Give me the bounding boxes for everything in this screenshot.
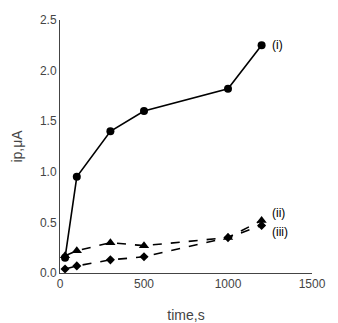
svg-text:1.5: 1.5 (40, 114, 57, 128)
svg-text:0.5: 0.5 (40, 216, 57, 230)
svg-text:(i): (i) (272, 38, 283, 52)
svg-text:(ii): (ii) (272, 206, 285, 220)
svg-text:time,s: time,s (167, 307, 204, 323)
svg-text:1000: 1000 (215, 277, 242, 291)
svg-text:2.5: 2.5 (40, 13, 57, 27)
svg-text:0.0: 0.0 (40, 266, 57, 280)
svg-text:(iii): (iii) (272, 225, 288, 239)
svg-text:ip,μA: ip,μA (9, 130, 25, 163)
svg-text:2.0: 2.0 (40, 64, 57, 78)
svg-text:0: 0 (57, 277, 64, 291)
svg-text:1500: 1500 (299, 277, 326, 291)
svg-text:500: 500 (134, 277, 154, 291)
svg-text:1.0: 1.0 (40, 165, 57, 179)
